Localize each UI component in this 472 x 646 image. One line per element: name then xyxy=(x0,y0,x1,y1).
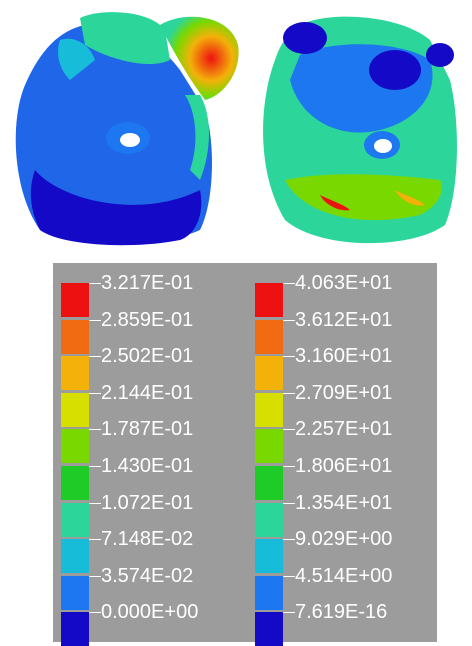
legend-swatch xyxy=(61,466,89,500)
legend-label: 7.619E-16 xyxy=(295,601,388,624)
legend-label: 3.574E-02 xyxy=(101,564,194,587)
legend-swatch xyxy=(61,319,89,354)
legend-swatch xyxy=(255,539,283,574)
legend-stress: 4.063E+01 3.612E+01 3.160E+01 2.709E+01 2.25… xyxy=(247,263,437,646)
legend-swatch xyxy=(61,502,89,537)
legend-displacement: 3.217E-01 2.859E-01 2.502E-01 2.144E-01 1.78… xyxy=(53,263,243,646)
legend-label: 4.063E+01 xyxy=(295,272,393,294)
legend-swatch xyxy=(255,612,283,646)
legend-panel: 3.217E-01 2.859E-01 2.502E-01 2.144E-01 1.78… xyxy=(53,263,437,646)
legend-label: 2.144E-01 xyxy=(101,381,194,404)
legend-tick xyxy=(283,283,295,284)
legend-swatch xyxy=(255,319,283,354)
legend-label: 2.709E+01 xyxy=(295,381,393,404)
legend-tick xyxy=(89,612,101,614)
legend-tick xyxy=(283,466,295,467)
legend-label: 0.000E+00 xyxy=(101,601,199,624)
legend-swatch xyxy=(61,539,89,574)
left-part-displacement xyxy=(15,12,239,246)
legend-tick xyxy=(283,575,295,577)
legend-tick xyxy=(283,392,295,394)
legend-tick xyxy=(89,466,101,467)
legend-swatch xyxy=(255,429,283,464)
legend-label: 3.160E+01 xyxy=(295,345,393,368)
legend-tick xyxy=(89,429,101,431)
legend-label: 2.502E-01 xyxy=(101,345,194,368)
legend-swatch xyxy=(61,612,89,646)
legend-label: 4.514E+00 xyxy=(295,564,393,587)
legend-tick xyxy=(283,429,295,431)
legend-tick xyxy=(283,612,295,614)
legend-label: 1.787E-01 xyxy=(101,418,194,441)
legend-label: 1.430E-01 xyxy=(101,455,194,477)
legend-swatch xyxy=(255,392,283,427)
legend-tick xyxy=(89,539,101,541)
legend-swatch xyxy=(61,392,89,427)
legend-swatch xyxy=(61,575,89,610)
legend-tick xyxy=(89,356,101,358)
legend-swatch xyxy=(255,575,283,610)
legend-label: 2.859E-01 xyxy=(101,308,194,331)
legend-swatch xyxy=(61,283,89,317)
legend-label: 7.148E-02 xyxy=(101,528,194,551)
legend-tick xyxy=(283,502,295,504)
legend-label: 9.029E+00 xyxy=(295,528,393,551)
legend-label: 3.217E-01 xyxy=(101,272,194,294)
legend-swatch xyxy=(255,502,283,537)
legend-label: 1.354E+01 xyxy=(295,491,393,514)
legend-swatch xyxy=(255,356,283,391)
legend-tick xyxy=(89,502,101,504)
legend-tick xyxy=(89,575,101,577)
right-part-stress xyxy=(263,16,457,244)
legend-swatch xyxy=(61,356,89,391)
legend-label: 2.257E+01 xyxy=(295,418,393,441)
legend-label: 1.072E-01 xyxy=(101,491,194,514)
legend-tick xyxy=(89,392,101,394)
legend-swatch xyxy=(61,429,89,464)
legend-tick xyxy=(89,283,101,284)
legend-label: 1.806E+01 xyxy=(295,455,393,477)
legend-tick xyxy=(283,319,295,321)
legend-label: 3.612E+01 xyxy=(295,308,393,331)
legend-swatch xyxy=(255,283,283,317)
legend-swatch xyxy=(255,466,283,500)
legend-tick xyxy=(283,356,295,358)
legend-tick xyxy=(283,539,295,541)
fe-results-image xyxy=(15,12,457,246)
legend-tick xyxy=(89,319,101,321)
